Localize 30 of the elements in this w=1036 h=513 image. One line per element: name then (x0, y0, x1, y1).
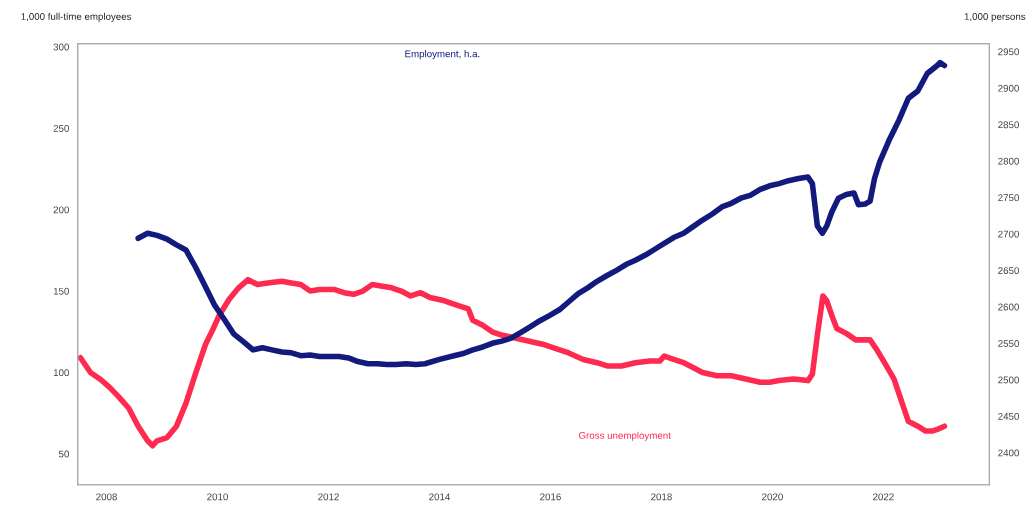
x-tick-label: 2010 (207, 493, 228, 501)
y2-tick-label: 2800 (998, 157, 1019, 165)
x-tick-label: 2018 (651, 493, 672, 501)
y-tick-label: 300 (53, 43, 69, 51)
y-tick-label: 200 (53, 206, 69, 214)
text: 1,000 full-time employees (21, 12, 132, 22)
y-tick-label: 250 (53, 124, 69, 132)
y2-tick-label: 2400 (998, 449, 1019, 457)
text: Gross unemployment (579, 431, 671, 441)
y2-tick-label: 2450 (998, 412, 1019, 420)
y-tick-label: 100 (53, 369, 69, 377)
y2-tick-label: 2550 (998, 340, 1019, 347)
y2-tick-label: 2700 (998, 230, 1019, 238)
y2-tick-label: 2900 (998, 84, 1019, 92)
y2-tick-label: 2500 (998, 376, 1019, 384)
text: 1,000 persons (964, 13, 1026, 22)
x-tick-label: 2014 (429, 493, 451, 501)
y2-tick-label: 2850 (998, 121, 1019, 129)
x-tick-label: 2016 (540, 493, 561, 501)
x-tick-label: 2020 (762, 493, 783, 501)
y-tick-label: 50 (58, 450, 69, 458)
x-tick-label: 2008 (96, 493, 117, 501)
text: Employment, h.a. (405, 50, 480, 60)
y2-tick-label: 2750 (998, 194, 1019, 202)
x-tick-label: 2012 (318, 493, 339, 501)
y2-tick-label: 2650 (998, 267, 1019, 275)
y-tick-label: 150 (53, 287, 69, 295)
y2-tick-label: 2950 (998, 48, 1019, 56)
y2-tick-label: 2600 (998, 303, 1019, 311)
x-tick-label: 2022 (873, 493, 894, 501)
